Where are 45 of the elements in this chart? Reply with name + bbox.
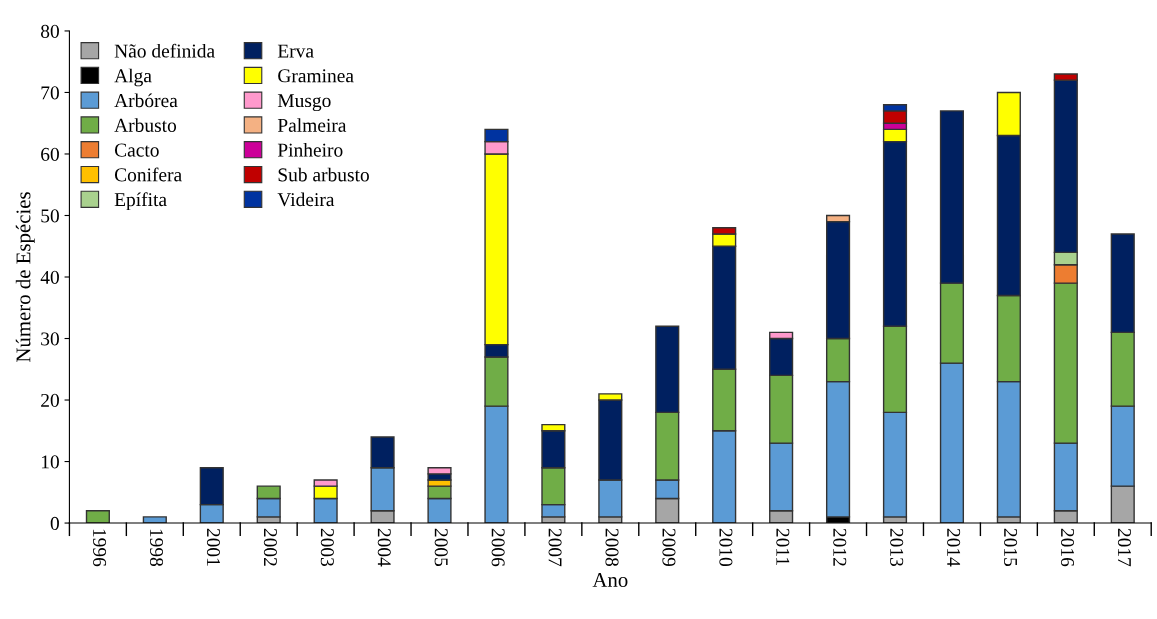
legend-label: Alga <box>114 68 152 87</box>
x-tick-label: 2006 <box>491 528 505 567</box>
x-tick-label: 1996 <box>93 529 107 567</box>
x-axis-title: Ano <box>592 573 628 588</box>
legend-label: Não definida <box>114 43 215 58</box>
x-tick-label: 2014 <box>947 528 961 567</box>
legend-label: Pinheiro <box>277 142 343 157</box>
legend-label: Erva <box>277 44 314 58</box>
x-tick-label: 2001 <box>206 528 221 566</box>
legend-label: Epífita <box>114 192 167 211</box>
legend-label: Arbórea <box>114 93 178 108</box>
x-tick-label: 2012 <box>833 528 847 566</box>
legend-label: Cacto <box>114 143 159 157</box>
x-tick-label: 2010 <box>719 528 733 567</box>
y-tick-label: 10 <box>41 455 59 469</box>
x-tick-label: 2009 <box>662 528 676 567</box>
x-tick-label: 2013 <box>890 528 904 567</box>
y-tick-label: 30 <box>41 332 59 346</box>
y-axis-title: Número de Espécies <box>15 192 35 363</box>
x-tick-label: 2011 <box>776 528 790 565</box>
x-tick-label: 2017 <box>1117 528 1131 567</box>
y-tick-label: 0 <box>50 516 59 530</box>
legend-label: Musgo <box>277 94 331 112</box>
y-tick-label: 80 <box>40 24 59 38</box>
legend-label: Graminea <box>278 69 354 83</box>
y-tick-label: 50 <box>41 209 59 223</box>
y-tick-label: 60 <box>41 147 59 161</box>
legend-label: Palmeira <box>277 118 347 132</box>
y-tick-label: 40 <box>40 270 59 284</box>
x-tick-label: 2002 <box>263 528 277 566</box>
y-tick-label: 70 <box>41 86 59 100</box>
legend-label: Conifera <box>114 167 182 182</box>
legend-label: Videira <box>277 192 335 207</box>
x-tick-label: 2007 <box>548 528 562 567</box>
legend-label: Sub arbusto <box>278 167 369 182</box>
x-tick-label: 2003 <box>320 528 334 567</box>
legend-label: Arbusto <box>114 118 177 132</box>
y-tick-label: 20 <box>41 393 59 407</box>
x-tick-label: 1998 <box>149 529 164 567</box>
x-tick-label: 2005 <box>434 528 448 567</box>
x-tick-label: 2015 <box>1004 528 1018 567</box>
x-tick-label: 2008 <box>605 528 619 567</box>
x-tick-label: 2016 <box>1060 528 1075 567</box>
bar <box>85 510 110 524</box>
x-tick-label: 2004 <box>377 528 391 567</box>
